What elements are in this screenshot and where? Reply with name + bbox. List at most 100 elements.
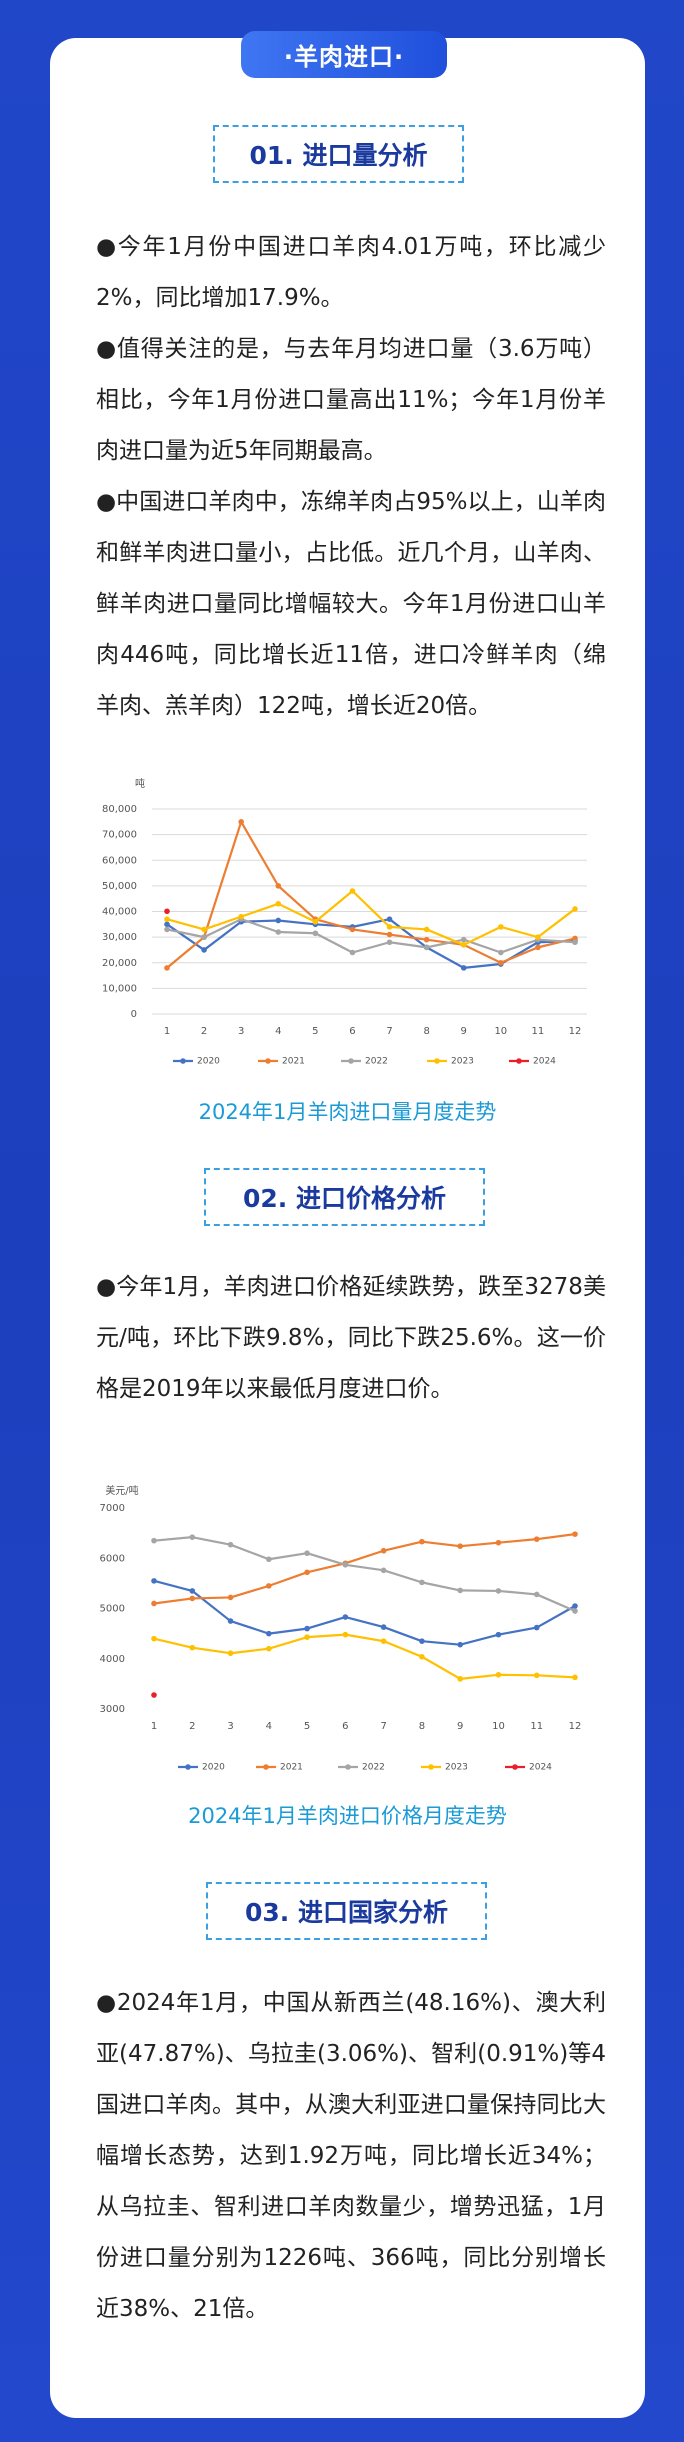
data-point bbox=[457, 1587, 463, 1594]
x-tick-label: 4 bbox=[275, 1026, 281, 1037]
data-point bbox=[460, 965, 467, 971]
data-point bbox=[572, 1674, 578, 1681]
legend-swatch-dot bbox=[348, 1058, 354, 1064]
y-tick-label: 50,000 bbox=[102, 881, 137, 892]
data-point bbox=[266, 1630, 272, 1637]
data-point bbox=[349, 888, 356, 894]
series-line bbox=[153, 1633, 576, 1680]
y-tick-label: 7000 bbox=[100, 1503, 125, 1514]
data-point bbox=[189, 1595, 196, 1602]
series-line bbox=[166, 820, 576, 969]
legend-label: 2022 bbox=[365, 1057, 388, 1067]
series-line bbox=[166, 918, 576, 954]
data-point bbox=[498, 959, 504, 966]
data-point bbox=[380, 1547, 387, 1554]
paragraph: ●今年1月份中国进口羊肉4.01万吨，环比减少2%，同比增加17.9%。 bbox=[96, 234, 606, 311]
data-point bbox=[386, 931, 393, 938]
data-point bbox=[380, 1567, 387, 1574]
data-point bbox=[572, 1603, 578, 1609]
data-point bbox=[495, 1539, 502, 1546]
data-point bbox=[164, 921, 170, 928]
section-heading: 01. 进口量分析 bbox=[213, 125, 464, 183]
legend-label: 2024 bbox=[529, 1763, 552, 1773]
data-point bbox=[189, 1644, 196, 1651]
section-text: ●今年1月，羊肉进口价格延续跌势，跌至3278美元/吨，环比下跌9.8%，同比下… bbox=[96, 1262, 606, 1415]
data-point bbox=[164, 908, 170, 915]
series-line bbox=[153, 1579, 576, 1646]
data-point bbox=[304, 1550, 310, 1557]
legend-swatch-dot bbox=[180, 1058, 186, 1064]
data-point bbox=[227, 1618, 234, 1624]
data-point bbox=[151, 1692, 157, 1698]
data-point bbox=[535, 944, 541, 951]
y-tick-label: 3000 bbox=[100, 1704, 125, 1715]
data-point bbox=[275, 917, 282, 924]
legend-label: 2021 bbox=[280, 1763, 303, 1773]
legend-label: 2023 bbox=[451, 1057, 474, 1067]
data-point bbox=[457, 1641, 463, 1648]
legend-swatch-dot bbox=[263, 1764, 269, 1770]
data-point bbox=[151, 1600, 157, 1607]
x-tick-label: 10 bbox=[494, 1026, 507, 1037]
data-point bbox=[304, 1625, 310, 1632]
data-point bbox=[164, 916, 170, 922]
data-point bbox=[342, 1631, 349, 1638]
data-point bbox=[495, 1631, 502, 1638]
data-point bbox=[151, 1578, 157, 1584]
data-point bbox=[457, 1676, 463, 1682]
data-point bbox=[572, 1531, 578, 1537]
x-tick-label: 6 bbox=[342, 1721, 348, 1732]
x-tick-label: 12 bbox=[569, 1721, 582, 1732]
data-point bbox=[423, 926, 430, 933]
section-text: ●2024年1月，中国从新西兰(48.16%)、澳大利亚(47.87%)、乌拉圭… bbox=[96, 1978, 606, 2335]
y-tick-label: 10,000 bbox=[102, 983, 137, 994]
legend-swatch-dot bbox=[428, 1764, 434, 1770]
legend-label: 2023 bbox=[445, 1763, 468, 1773]
data-point bbox=[266, 1556, 272, 1563]
paragraph: ●今年1月，羊肉进口价格延续跌势，跌至3278美元/吨，环比下跌9.8%，同比下… bbox=[96, 1274, 606, 1402]
data-point bbox=[227, 1594, 234, 1601]
data-point bbox=[151, 1537, 157, 1544]
chart-caption: 2024年1月羊肉进口价格月度走势 bbox=[188, 1804, 507, 1828]
legend-swatch-dot bbox=[345, 1764, 351, 1770]
data-point bbox=[460, 942, 467, 948]
x-tick-label: 8 bbox=[423, 1026, 429, 1037]
legend-swatch-dot bbox=[265, 1058, 271, 1064]
data-point bbox=[419, 1538, 425, 1545]
y-tick-label: 40,000 bbox=[102, 907, 137, 918]
data-point bbox=[380, 1624, 387, 1630]
data-point bbox=[342, 1614, 349, 1620]
x-tick-label: 11 bbox=[532, 1026, 545, 1037]
data-point bbox=[419, 1579, 425, 1586]
y-tick-label: 0 bbox=[131, 1009, 137, 1020]
y-tick-label: 5000 bbox=[100, 1604, 125, 1615]
data-point bbox=[386, 939, 393, 946]
data-point bbox=[164, 965, 170, 971]
x-tick-label: 3 bbox=[227, 1721, 233, 1732]
legend-label: 2022 bbox=[362, 1763, 385, 1773]
data-point bbox=[572, 906, 578, 912]
legend-label: 2024 bbox=[533, 1057, 556, 1067]
data-point bbox=[275, 929, 282, 935]
section-text: ●今年1月份中国进口羊肉4.01万吨，环比减少2%，同比增加17.9%。 ●值得… bbox=[96, 222, 606, 732]
chart: 吨 0 10,000 20,000 30,000 40,000 50,000 60,000 70… bbox=[102, 777, 587, 1067]
x-tick-label: 10 bbox=[492, 1721, 505, 1732]
data-point bbox=[266, 1645, 272, 1652]
legend-label: 2021 bbox=[282, 1057, 305, 1067]
legend-swatch-dot bbox=[516, 1058, 522, 1064]
x-tick-label: 4 bbox=[266, 1721, 272, 1732]
data-point bbox=[533, 1591, 540, 1598]
data-point bbox=[460, 936, 467, 943]
data-point bbox=[498, 924, 504, 930]
data-point bbox=[533, 1672, 540, 1679]
data-point bbox=[227, 1650, 234, 1657]
data-point bbox=[495, 1588, 502, 1594]
x-tick-label: 5 bbox=[312, 1026, 318, 1037]
x-tick-label: 7 bbox=[386, 1026, 392, 1037]
series-line bbox=[166, 889, 576, 946]
data-point bbox=[304, 1569, 310, 1576]
legend-label: 2020 bbox=[202, 1763, 225, 1773]
paragraph: ●值得关注的是，与去年月均进口量（3.6万吨）相比，今年1月份进口量高出11%；… bbox=[96, 336, 606, 464]
